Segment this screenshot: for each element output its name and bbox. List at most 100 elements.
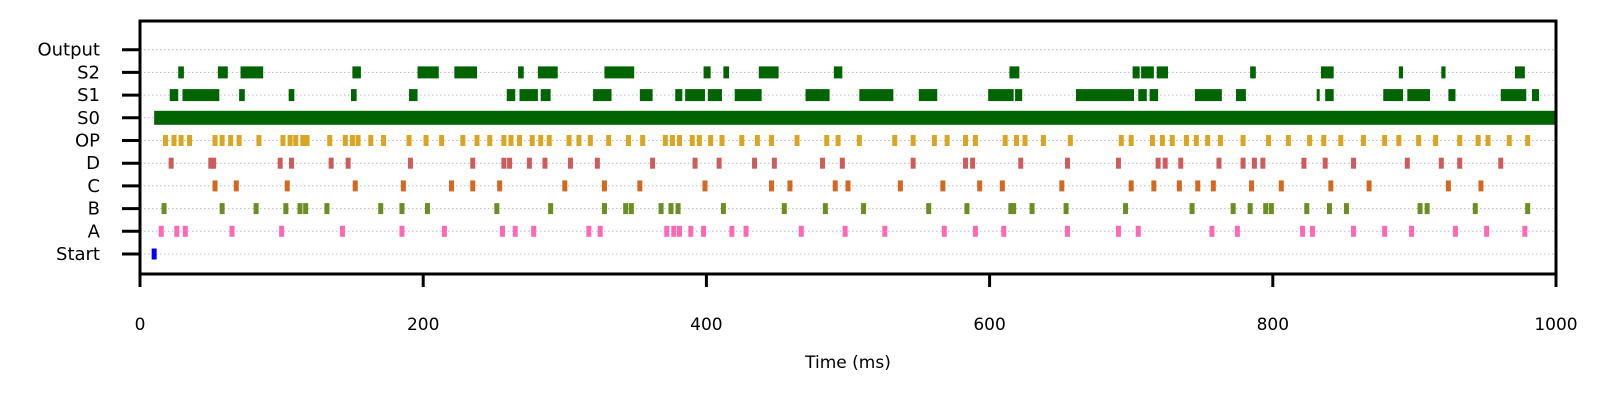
spike-op-87 [1525,135,1531,146]
spike-op-59 [1014,135,1020,146]
spike-a-30 [1234,225,1240,237]
x-tick-label-600: 600 [973,315,1005,335]
spike-b-9 [424,203,430,215]
spike-op-17 [355,135,361,146]
spike-op-41 [689,135,695,146]
spike-a-36 [1452,225,1458,237]
spike-c-17 [940,180,946,192]
spike-b-18 [720,203,726,215]
interval-s1-10 [603,89,612,102]
spike-a-18 [729,225,735,237]
spike-op-12 [300,135,306,146]
spike-b-4 [297,203,303,215]
spike-op-73 [1266,135,1272,146]
spike-d-26 [1064,157,1070,169]
spike-op-62 [1067,135,1073,146]
interval-s2-6 [518,66,524,79]
spike-d-20 [820,157,826,169]
spike-op-29 [529,135,535,146]
spike-b-7 [378,203,384,215]
spike-start-0 [151,248,157,260]
spike-op-53 [910,135,916,146]
spike-c-30 [1445,180,1451,192]
x-tick-label-400: 400 [690,315,722,335]
spike-d-35 [1301,157,1307,169]
spike-d-18 [752,157,758,169]
spike-d-41 [1498,157,1504,169]
interval-s2-17 [1250,66,1256,79]
spike-b-25 [1011,203,1017,215]
spike-op-49 [824,135,830,146]
spike-op-44 [719,135,725,146]
spike-op-58 [1002,135,1008,146]
spike-c-24 [1195,180,1201,192]
spike-c-15 [845,180,851,192]
interval-s1-31 [1500,89,1527,102]
y-tick-label-d: D [86,153,100,174]
interval-s2-14 [1132,66,1140,79]
spike-op-14 [327,135,333,146]
spike-op-80 [1396,135,1402,146]
spike-a-22 [882,225,888,237]
spike-op-78 [1360,135,1366,146]
spike-b-35 [1326,203,1332,215]
spike-op-4 [212,135,218,146]
y-tick-label-s0: S0 [77,108,100,129]
spike-a-35 [1409,225,1415,237]
spike-op-52 [892,135,898,146]
spike-d-16 [692,157,698,169]
spike-c-10 [637,180,643,192]
spike-b-11 [548,203,554,215]
plot-frame [138,19,1558,276]
spike-c-6 [470,180,476,192]
spike-d-12 [542,157,548,169]
spike-op-45 [739,135,745,146]
spike-op-13 [304,135,310,146]
interval-s1-17 [859,89,894,102]
spike-b-5 [303,203,309,215]
interval-s2-11 [758,66,779,79]
spike-op-24 [474,135,480,146]
spike-d-17 [716,157,722,169]
y-tick-label-start: Start [56,244,100,265]
interval-s1-4 [350,89,357,102]
spike-op-77 [1338,135,1344,146]
interval-s2-20 [1441,66,1446,79]
spike-op-61 [1040,135,1046,146]
spike-op-0 [162,135,168,146]
x-axis: 0 200 400 600 800 1000 [135,274,1578,335]
spike-d-4 [289,157,295,169]
spike-d-7 [407,157,413,169]
spike-b-17 [675,203,681,215]
spike-op-9 [280,135,286,146]
spike-d-8 [470,157,476,169]
spike-d-6 [345,157,351,169]
interval-s2-5 [454,66,478,79]
interval-s1-32 [1531,89,1540,102]
spike-op-32 [566,135,572,146]
spike-b-40 [1525,203,1531,215]
spike-op-75 [1307,135,1313,146]
spike-op-35 [606,135,612,146]
spike-d-29 [1162,157,1168,169]
spike-d-5 [328,157,334,169]
interval-s2-18 [1320,66,1334,79]
interval-s1-1 [182,89,220,102]
interval-s1-8 [540,89,551,102]
spike-d-10 [507,157,513,169]
spike-c-11 [702,180,708,192]
spike-op-40 [676,135,682,146]
interval-s1-29 [1407,89,1430,102]
spike-op-57 [972,135,978,146]
interval-s2-7 [537,66,558,79]
spike-c-0 [212,180,218,192]
spike-c-3 [352,180,358,192]
interval-s1-27 [1325,89,1334,102]
spike-c-12 [769,180,775,192]
spike-a-37 [1484,225,1490,237]
spike-b-12 [601,203,607,215]
spike-op-11 [293,135,299,146]
spike-d-19 [771,157,777,169]
spike-op-63 [1118,135,1124,146]
spike-op-60 [1022,135,1028,146]
